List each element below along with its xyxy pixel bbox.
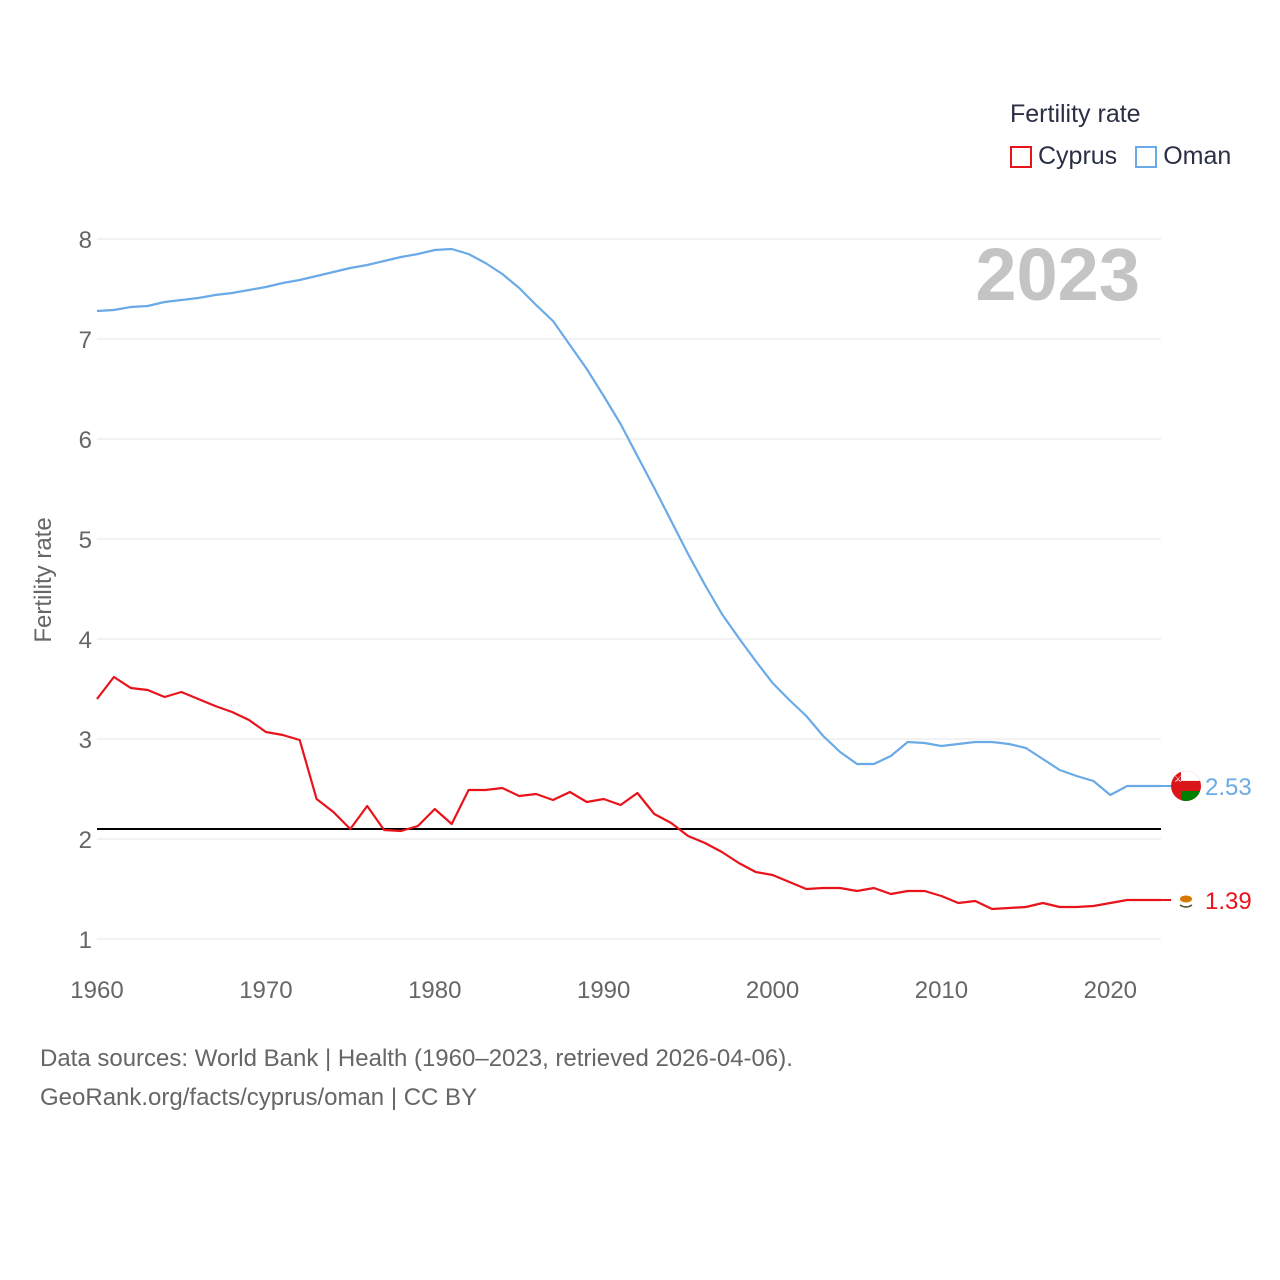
legend-item-oman[interactable]: Oman (1135, 142, 1231, 171)
y-tick-label: 8 (79, 227, 92, 254)
y-tick-label: 1 (79, 927, 92, 954)
x-tick-label: 2000 (746, 977, 799, 1004)
y-tick-label: 5 (79, 527, 92, 554)
legend-label-cyprus: Cyprus (1038, 142, 1118, 170)
y-tick-label: 2 (79, 827, 92, 854)
x-tick-label: 1980 (408, 977, 461, 1004)
flag-oman-icon: ⚔ (1171, 771, 1201, 801)
series-line-cyprus (96, 675, 1161, 911)
series-line-oman (96, 247, 1161, 797)
x-tick-label: 1970 (239, 977, 292, 1004)
y-tick-label: 7 (79, 327, 92, 354)
svg-text:⚔: ⚔ (1174, 775, 1182, 785)
end-value-oman: 2.53 (1205, 774, 1252, 801)
x-tick-label: 1960 (70, 977, 123, 1004)
footer-attribution: GeoRank.org/facts/cyprus/oman | CC BY (40, 1084, 478, 1111)
legend-title: Fertility rate (1010, 100, 1141, 128)
x-tick-label: 2020 (1084, 977, 1137, 1004)
flag-cyprus-icon (1171, 885, 1201, 915)
end-value-cyprus: 1.39 (1205, 888, 1252, 915)
legend-swatch-oman (1135, 145, 1158, 168)
year-watermark: 2023 (975, 233, 1140, 316)
footer-sources: Data sources: World Bank | Health (1960–… (40, 1045, 793, 1072)
legend-label-oman: Oman (1163, 142, 1232, 170)
y-axis-label: Fertility rate (30, 517, 57, 642)
legend-item-cyprus[interactable]: Cyprus (1010, 142, 1117, 171)
x-tick-label: 1990 (577, 977, 630, 1004)
legend-swatch-cyprus (1010, 145, 1032, 168)
y-tick-label: 6 (79, 427, 92, 454)
x-tick-label: 2010 (915, 977, 968, 1004)
y-tick-label: 4 (79, 627, 92, 654)
y-tick-label: 3 (79, 727, 92, 754)
legend: Cyprus Oman (1010, 142, 1249, 171)
